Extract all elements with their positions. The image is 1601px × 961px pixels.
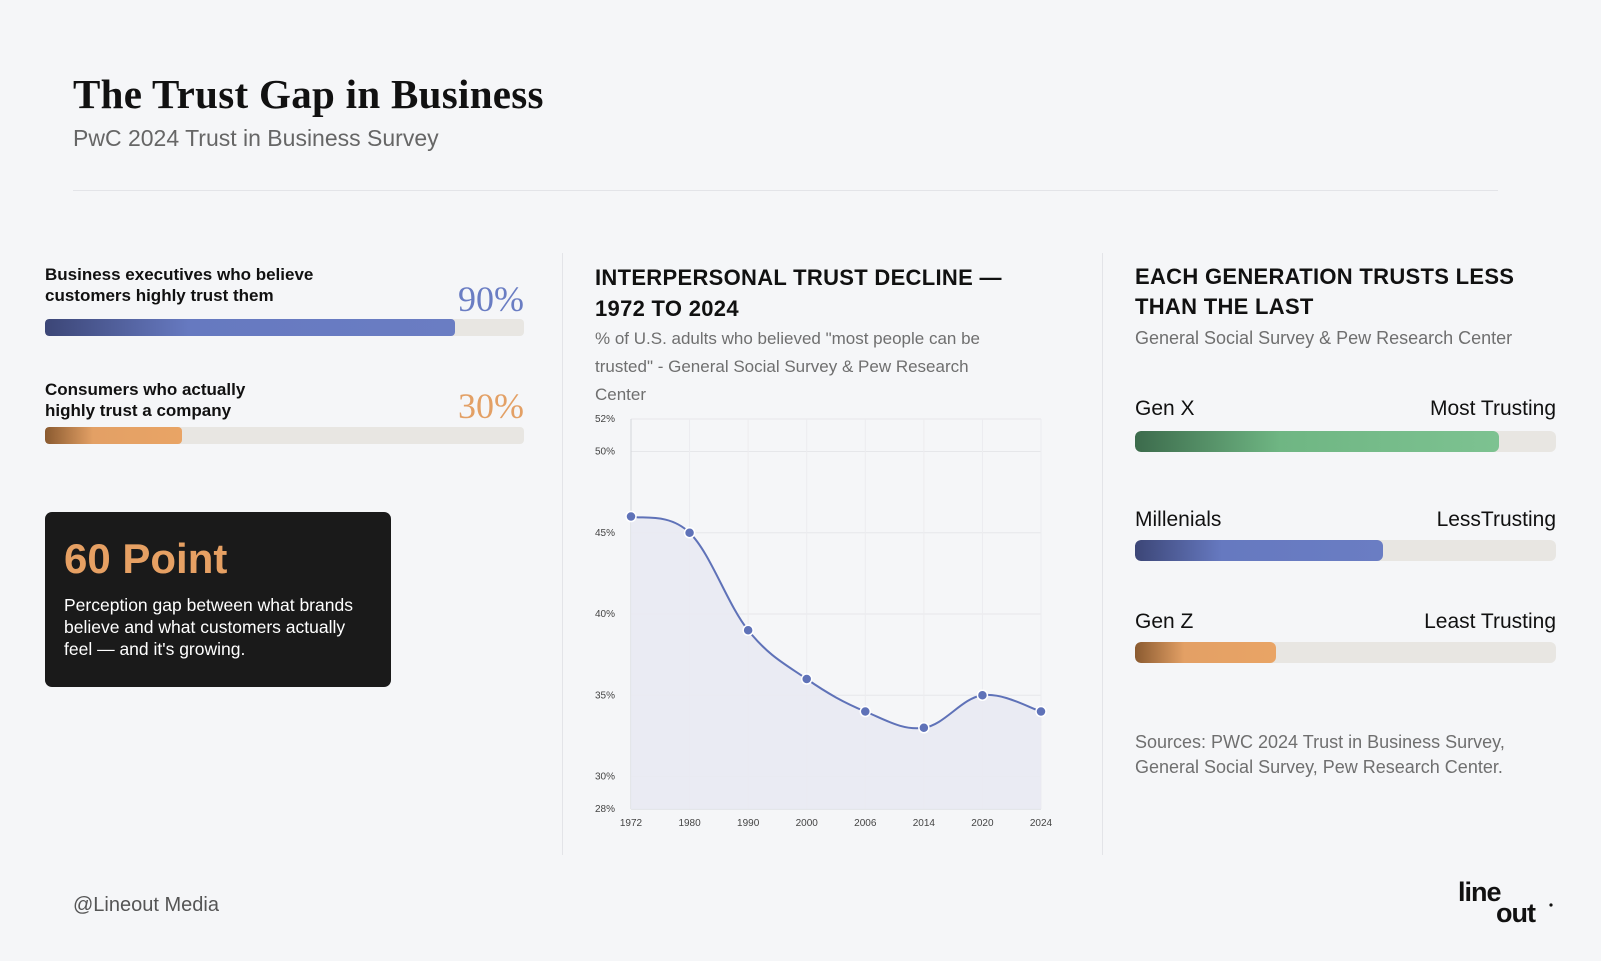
page-title: The Trust Gap in Business bbox=[73, 71, 544, 117]
generation-descriptor: Least Trusting bbox=[1424, 610, 1556, 633]
chart-data-point bbox=[918, 722, 930, 734]
metric-value: 30% bbox=[458, 386, 524, 426]
generation-name: Gen Z bbox=[1135, 610, 1194, 633]
x-tick-label: 2020 bbox=[971, 818, 994, 829]
chart-data-point bbox=[976, 689, 989, 701]
y-tick-label: 30% bbox=[595, 772, 615, 783]
progress-track bbox=[45, 427, 524, 444]
generations-title: EACH GENERATION TRUSTS LESS THAN THE LAS… bbox=[1135, 264, 1515, 319]
metric-value: 90% bbox=[458, 279, 524, 319]
lineout-logo: line out bbox=[1458, 877, 1553, 927]
footer-handle: @Lineout Media bbox=[73, 894, 219, 916]
progress-track bbox=[45, 319, 524, 336]
generation-track bbox=[1135, 540, 1556, 561]
chart-data-point bbox=[1035, 705, 1047, 718]
generation-descriptor: Most Trusting bbox=[1429, 397, 1556, 420]
x-tick-label: 2014 bbox=[913, 818, 936, 829]
chart-data-point bbox=[800, 673, 813, 685]
generation-name: Gen X bbox=[1135, 397, 1195, 420]
generation-track bbox=[1135, 431, 1556, 452]
y-tick-label: 52% bbox=[595, 415, 615, 425]
generation-fill bbox=[1135, 642, 1277, 663]
column-divider bbox=[1102, 253, 1103, 855]
x-tick-label: 1990 bbox=[737, 818, 760, 829]
chart-title: INTERPERSONAL TRUST DECLINE — 1972 TO 20… bbox=[595, 265, 1002, 321]
page-subtitle: PwC 2024 Trust in Business Survey bbox=[73, 125, 439, 151]
chart-area-fill bbox=[631, 516, 1041, 809]
generation-name: Millenials bbox=[1135, 508, 1222, 531]
progress-fill bbox=[45, 427, 182, 444]
y-tick-label: 28% bbox=[595, 804, 615, 815]
generation-descriptor: LessTrusting bbox=[1436, 508, 1556, 531]
chart-data-point bbox=[683, 527, 696, 539]
trust-decline-line-chart: 28% 30% 35% 40% 45% 50% 52% 1972 1980 1990 2000 200… bbox=[595, 415, 1053, 829]
progress-fill bbox=[45, 319, 455, 336]
generation-gen-x: Gen X Most Trusting bbox=[1135, 397, 1556, 452]
generation-track bbox=[1135, 642, 1556, 663]
y-tick-label: 45% bbox=[595, 528, 615, 539]
svg-text:line: line bbox=[1458, 877, 1501, 907]
y-tick-label: 35% bbox=[595, 690, 615, 701]
x-tick-label: 2006 bbox=[854, 818, 877, 829]
y-tick-label: 40% bbox=[595, 609, 615, 620]
metric-executives: Business executives who believe customer… bbox=[45, 264, 524, 336]
metric-label: Business executives who believe customer… bbox=[45, 265, 314, 305]
chart-subtitle: % of U.S. adults who believed "most peop… bbox=[595, 329, 980, 404]
callout-headline: 60 Point bbox=[64, 535, 228, 582]
y-tick-label: 50% bbox=[595, 447, 615, 458]
x-tick-label: 1972 bbox=[620, 818, 643, 829]
gap-callout-card: 60 Point Perception gap between what bra… bbox=[45, 512, 391, 687]
x-tick-label: 2000 bbox=[796, 818, 819, 829]
generations-subtitle: General Social Survey & Pew Research Cen… bbox=[1135, 328, 1513, 348]
callout-text: Perception gap between what brands belie… bbox=[64, 595, 353, 659]
column-divider bbox=[562, 253, 563, 855]
generation-fill bbox=[1135, 540, 1384, 561]
sources-note: Sources: PWC 2024 Trust in Business Surv… bbox=[1135, 732, 1505, 777]
generation-fill bbox=[1135, 431, 1500, 452]
chart-series-line bbox=[630, 515, 1042, 730]
svg-text:out: out bbox=[1496, 898, 1536, 927]
metric-label: Consumers who actually highly trust a co… bbox=[45, 380, 246, 420]
generation-gen-z: Gen Z Least Trusting bbox=[1135, 610, 1556, 663]
header-divider bbox=[73, 190, 1498, 191]
chart-data-point bbox=[625, 510, 637, 523]
chart-data-point bbox=[742, 624, 754, 636]
chart-data-point bbox=[859, 705, 872, 718]
metric-consumers: Consumers who actually highly trust a co… bbox=[45, 379, 524, 444]
x-tick-label: 1980 bbox=[678, 818, 701, 829]
x-tick-label: 2024 bbox=[1030, 818, 1053, 829]
generation-millenials: Millenials LessTrusting bbox=[1135, 508, 1556, 561]
